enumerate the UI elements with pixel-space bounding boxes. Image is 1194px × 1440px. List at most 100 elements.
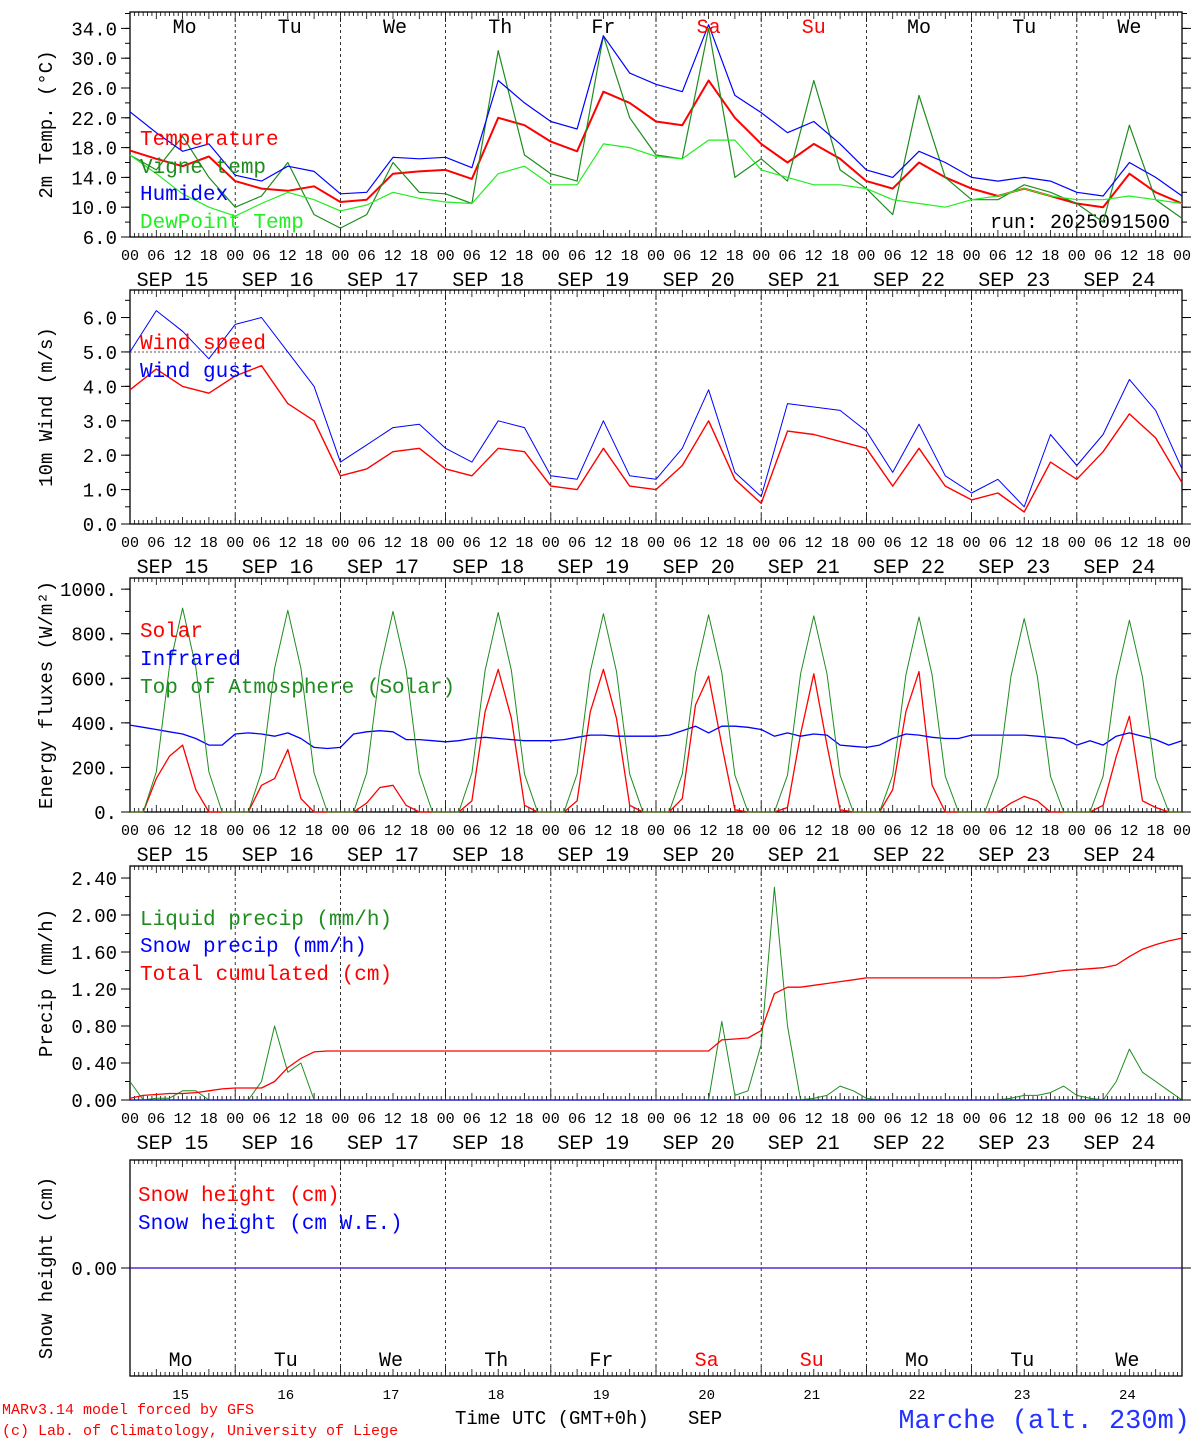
hour-label: 18 [515, 535, 533, 552]
hour-label: 12 [174, 248, 192, 265]
hour-label: 12 [594, 248, 612, 265]
hour-label: 06 [673, 1111, 691, 1128]
y-tick-label: 0.40 [71, 1054, 117, 1076]
hour-label: 06 [358, 248, 376, 265]
hour-label: 12 [805, 248, 823, 265]
hour-label: 06 [989, 823, 1007, 840]
hour-label: 00 [226, 823, 244, 840]
legend-entry: Vigne temp [140, 157, 266, 180]
weekday-label: We [379, 1350, 403, 1373]
date-label: SEP 19 [557, 1133, 629, 1156]
hour-label: 06 [358, 535, 376, 552]
date-label: SEP 19 [557, 557, 629, 580]
legend-entry: DewPoint Temp [140, 212, 304, 235]
plot-frame [129, 11, 1183, 238]
legend-entry: Wind speed [140, 333, 266, 356]
date-label: SEP 17 [347, 1133, 419, 1156]
hour-label: 18 [515, 248, 533, 265]
y-tick-label: 10.0 [71, 198, 117, 220]
weekday-label: Su [800, 1350, 824, 1373]
date-label: SEP 22 [873, 557, 945, 580]
series-dewpoint-temp [129, 139, 1183, 217]
hour-label: 18 [726, 823, 744, 840]
series-wind-speed [129, 365, 1183, 513]
y-tick-label: 600. [71, 669, 117, 691]
hour-label: 06 [568, 1111, 586, 1128]
legend-entry: Snow height (cm) [138, 1185, 340, 1208]
hour-label: 06 [147, 823, 165, 840]
y-tick-label: 800. [71, 625, 117, 647]
series-total-cumulated-cm [129, 937, 1183, 1099]
weekday-label: Tu [1010, 1350, 1034, 1373]
hour-label: 06 [673, 248, 691, 265]
y-tick-label: 22.0 [71, 109, 117, 131]
hour-label: 12 [384, 823, 402, 840]
hour-label: 06 [884, 248, 902, 265]
day-number-label: 18 [488, 1388, 505, 1404]
hour-label: 06 [358, 1111, 376, 1128]
hour-label: 06 [252, 535, 270, 552]
y-tick-label: 1.0 [83, 481, 117, 503]
y-tick-label: 14.0 [71, 168, 117, 190]
date-label: SEP 16 [242, 1133, 314, 1156]
hour-label: 18 [831, 823, 849, 840]
hour-label: 00 [226, 535, 244, 552]
date-label: SEP 21 [768, 845, 840, 868]
weekday-label: Mo [905, 1350, 929, 1373]
y-axis-title: Snow height (cm) [36, 1177, 58, 1359]
hour-label: 12 [1120, 248, 1138, 265]
date-label: SEP 19 [557, 270, 629, 293]
y-tick-label: 0.00 [71, 1259, 117, 1281]
hour-label: 00 [752, 535, 770, 552]
hour-label: 00 [121, 248, 139, 265]
y-tick-label: 0. [94, 803, 117, 825]
hour-label: 12 [1015, 1111, 1033, 1128]
run-label: run: 2025091500 [990, 212, 1170, 235]
date-label: SEP 21 [768, 557, 840, 580]
hour-label: 06 [989, 248, 1007, 265]
legend-entry: Wind gust [140, 361, 253, 384]
date-label: SEP 23 [978, 270, 1050, 293]
hour-label: 12 [700, 535, 718, 552]
series-infrared [129, 724, 1183, 750]
hour-label: 12 [805, 823, 823, 840]
hour-label: 18 [621, 535, 639, 552]
hour-label: 00 [437, 535, 455, 552]
panel-3 [121, 577, 1191, 813]
hour-label: 06 [778, 823, 796, 840]
legend-entry: Snow precip (mm/h) [140, 936, 367, 959]
day-number-label: 20 [698, 1388, 715, 1404]
hour-label: 00 [542, 823, 560, 840]
hour-label: 06 [568, 823, 586, 840]
legend-entry: Total cumulated (cm) [140, 964, 392, 987]
hour-label: 06 [884, 535, 902, 552]
hour-label: 00 [437, 1111, 455, 1128]
y-tick-label: 1.60 [71, 943, 117, 965]
date-label: SEP 23 [978, 1133, 1050, 1156]
date-label: SEP 18 [452, 845, 524, 868]
hour-label: 12 [384, 248, 402, 265]
weekday-label: Tu [1012, 17, 1036, 40]
hour-label: 12 [489, 535, 507, 552]
date-label: SEP 18 [452, 270, 524, 293]
hour-label: 00 [331, 823, 349, 840]
hour-label: 18 [515, 1111, 533, 1128]
hour-label: 12 [805, 535, 823, 552]
hour-label: 06 [252, 823, 270, 840]
hour-label: 00 [331, 535, 349, 552]
hour-label: 12 [910, 823, 928, 840]
weekday-label: Fr [591, 17, 615, 40]
weekday-label: We [1115, 1350, 1139, 1373]
day-number-label: 17 [383, 1388, 400, 1404]
y-tick-label: 6.0 [83, 309, 117, 331]
date-label: SEP 17 [347, 845, 419, 868]
hour-label: 18 [936, 248, 954, 265]
hour-label: 18 [726, 1111, 744, 1128]
hour-label: 12 [279, 248, 297, 265]
lab-credit: (c) Lab. of Climatology, University of L… [2, 1423, 398, 1440]
day-number-label: 24 [1119, 1388, 1136, 1404]
hour-label: 00 [857, 823, 875, 840]
series-humidex [129, 24, 1183, 197]
x-axis-title: Time UTC (GMT+0h) [455, 1408, 649, 1430]
hour-label: 12 [384, 1111, 402, 1128]
